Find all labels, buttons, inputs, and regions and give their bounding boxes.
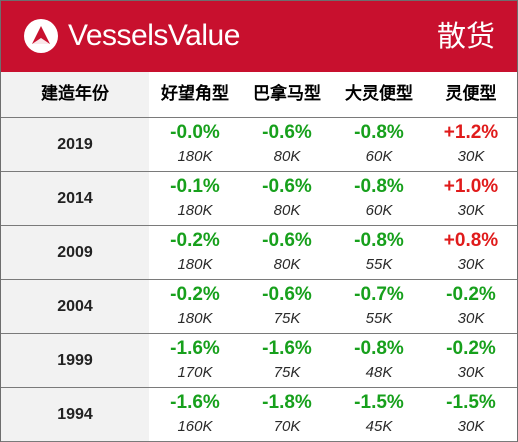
supramax-value-cell: -0.7% 55K — [333, 280, 425, 333]
capesize-value-cell: -0.1% 180K — [149, 172, 241, 225]
value-change-percent: -0.8% — [354, 230, 404, 251]
value-change-percent: -1.5% — [354, 392, 404, 413]
vessel-category-title: 散货 — [436, 19, 495, 53]
build-year-cell: 2009 — [1, 226, 149, 279]
brand-header: VesselsValue 散货 — [1, 1, 517, 72]
value-change-percent: -0.2% — [446, 338, 496, 359]
supramax-value-cell: -0.8% 60K — [333, 118, 425, 171]
year-header-cell — [1, 72, 149, 117]
vessel-size-dwt: 80K — [273, 202, 301, 219]
panamax-value-cell: -0.6% 80K — [241, 118, 333, 171]
vesselsvalue-logo-icon — [24, 19, 58, 53]
value-change-percent: -0.6% — [262, 284, 312, 305]
supramax-value-cell: -0.8% 55K — [333, 226, 425, 279]
value-change-percent: +0.8% — [443, 230, 499, 251]
panamax-column-header: 巴拿马型 — [253, 84, 321, 104]
panamax-value-cell: -1.6% 75K — [241, 334, 333, 387]
handysize-column-header: 灵便型 — [445, 84, 497, 104]
vessel-size-dwt: 55K — [365, 256, 393, 273]
value-change-percent: -0.1% — [170, 176, 220, 197]
vessel-size-dwt: 30K — [457, 364, 485, 381]
brand-name: VesselsValue — [68, 19, 240, 52]
value-change-percent: -0.2% — [170, 230, 220, 251]
handysize-value-cell: -0.2% 30K — [425, 280, 517, 333]
vessel-size-dwt: 30K — [457, 148, 485, 165]
year-column-header: 建造年份 — [41, 84, 109, 104]
value-change-percent: -0.6% — [262, 230, 312, 251]
value-change-percent: -1.6% — [262, 338, 312, 359]
panamax-value-cell: -0.6% 80K — [241, 172, 333, 225]
table-row: 2004 -0.2% 180K -0.6% 75K -0.7% 55K -0.2% 30K — [1, 280, 517, 334]
vessel-size-dwt: 80K — [273, 148, 301, 165]
capesize-value-cell: -0.0% 180K — [149, 118, 241, 171]
panamax-value-cell: -0.6% 80K — [241, 226, 333, 279]
value-change-percent: -0.0% — [170, 122, 220, 143]
vessel-size-dwt: 30K — [457, 418, 485, 435]
table-row: 1999 -1.6% 170K -1.6% 75K -0.8% 48K -0.2% 30K — [1, 334, 517, 388]
build-year-cell: 1994 — [1, 388, 149, 441]
build-year-cell: 2004 — [1, 280, 149, 333]
vessel-size-dwt: 180K — [177, 202, 213, 219]
capesize-value-cell: -0.2% 180K — [149, 280, 241, 333]
vessel-size-dwt: 180K — [177, 310, 213, 327]
value-change-percent: +1.2% — [443, 122, 499, 143]
vessel-size-dwt: 180K — [177, 256, 213, 273]
table-row: 2009 -0.2% 180K -0.6% 80K -0.8% 55K +0.8% 30K — [1, 226, 517, 280]
panamax-value-cell: -1.8% 70K — [241, 388, 333, 441]
capesize-value-cell: -0.2% 180K — [149, 226, 241, 279]
vessel-size-dwt: 55K — [365, 310, 393, 327]
capesize-value-cell: -1.6% 170K — [149, 334, 241, 387]
vessel-size-dwt: 160K — [177, 418, 213, 435]
build-year-cell: 2019 — [1, 118, 149, 171]
table-row: 1994 -1.6% 160K -1.8% 70K -1.5% 45K -1.5% 30K — [1, 388, 517, 442]
supramax-value-cell: -1.5% 45K — [333, 388, 425, 441]
capesize-value-cell: -1.6% 160K — [149, 388, 241, 441]
value-change-percent: -0.8% — [354, 122, 404, 143]
handysize-value-cell: -1.5% 30K — [425, 388, 517, 441]
value-change-percent: -0.2% — [170, 284, 220, 305]
vessel-size-dwt: 60K — [365, 148, 393, 165]
panamax-value-cell: -0.6% 75K — [241, 280, 333, 333]
handysize-value-cell: +0.8% 30K — [425, 226, 517, 279]
vessel-size-dwt: 75K — [273, 310, 301, 327]
supramax-column-header: 大灵便型 — [345, 84, 413, 104]
vessel-size-dwt: 70K — [273, 418, 301, 435]
vessel-size-dwt: 75K — [273, 364, 301, 381]
value-change-percent: -0.7% — [354, 284, 404, 305]
build-year-cell: 1999 — [1, 334, 149, 387]
handysize-value-cell: +1.0% 30K — [425, 172, 517, 225]
supramax-value-cell: -0.8% 48K — [333, 334, 425, 387]
value-change-percent: -1.8% — [262, 392, 312, 413]
value-change-percent: -1.6% — [170, 338, 220, 359]
value-change-percent: -0.2% — [446, 284, 496, 305]
value-change-percent: -0.6% — [262, 122, 312, 143]
vessel-size-dwt: 60K — [365, 202, 393, 219]
column-header-row: 建造年份 好望角型 巴拿马型 大灵便型 灵便型 — [1, 72, 517, 118]
capesize-column-header: 好望角型 — [161, 84, 229, 104]
vessel-size-dwt: 30K — [457, 256, 485, 273]
supramax-value-cell: -0.8% 60K — [333, 172, 425, 225]
vessel-size-dwt: 48K — [365, 364, 393, 381]
value-change-percent: -0.6% — [262, 176, 312, 197]
value-change-percent: -1.5% — [446, 392, 496, 413]
value-change-percent: -0.8% — [354, 176, 404, 197]
value-change-percent: -0.8% — [354, 338, 404, 359]
vessel-size-dwt: 30K — [457, 310, 485, 327]
handysize-value-cell: -0.2% 30K — [425, 334, 517, 387]
value-change-percent: -1.6% — [170, 392, 220, 413]
vessel-size-dwt: 45K — [365, 418, 393, 435]
value-change-percent: +1.0% — [443, 176, 499, 197]
vessel-size-dwt: 80K — [273, 256, 301, 273]
build-year-cell: 2014 — [1, 172, 149, 225]
vessel-size-dwt: 170K — [177, 364, 213, 381]
table-row: 2019 -0.0% 180K -0.6% 80K -0.8% 60K +1.2% 30K — [1, 118, 517, 172]
table-row: 2014 -0.1% 180K -0.6% 80K -0.8% 60K +1.0% 30K — [1, 172, 517, 226]
vessel-size-dwt: 30K — [457, 202, 485, 219]
vessel-size-dwt: 180K — [177, 148, 213, 165]
handysize-value-cell: +1.2% 30K — [425, 118, 517, 171]
